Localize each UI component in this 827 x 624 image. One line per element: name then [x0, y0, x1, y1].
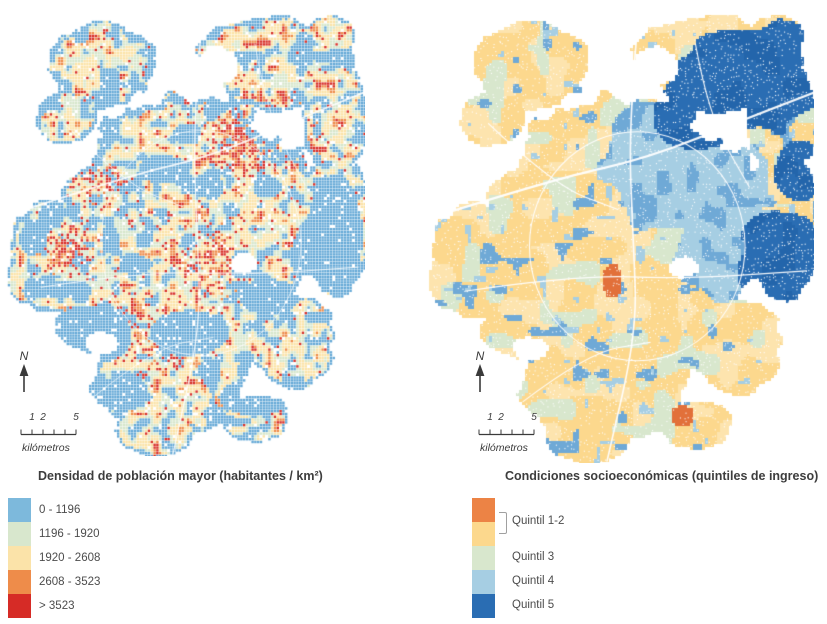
north-arrow-right: N — [469, 350, 491, 398]
north-label: N — [19, 349, 29, 363]
scale-bar-icon — [478, 429, 535, 436]
legend-swatch — [8, 522, 31, 546]
legend-row: 1196 - 1920 — [8, 522, 100, 546]
legend-label: 2608 - 3523 — [39, 576, 101, 588]
quintile-color-strip — [472, 498, 495, 618]
legend-swatch — [472, 570, 495, 594]
legend-row: > 3523 — [8, 594, 100, 618]
scale-bar-right: 1 2 5 kilómetros — [478, 412, 540, 454]
scale-tick-label: 5 — [531, 412, 537, 423]
socioeconomic-legend-title: Condiciones socioeconómicas (quintiles d… — [505, 469, 819, 483]
legend-label: 1196 - 1920 — [39, 528, 100, 540]
legend-row: 0 - 1196 — [8, 498, 100, 522]
legend-label: 1920 - 2608 — [39, 552, 101, 564]
north-arrow-icon — [475, 364, 485, 392]
scale-unit-label: kilómetros — [480, 442, 528, 454]
scale-tick-label: 2 — [498, 412, 504, 423]
density-legend: Densidad de población mayor (habitantes … — [8, 465, 398, 623]
legend-row: 1920 - 2608 — [8, 546, 100, 570]
quintile-1-2-bracket-icon — [499, 512, 507, 534]
density-legend-rows: 0 - 1196 1196 - 1920 1920 - 2608 2608 - … — [8, 498, 100, 618]
scale-unit-label: kilómetros — [22, 442, 70, 454]
scale-bar-icon — [20, 429, 77, 436]
socioeconomic-legend: Condiciones socioeconómicas (quintiles d… — [472, 465, 826, 623]
legend-label: 0 - 1196 — [39, 504, 81, 516]
density-map-canvas — [5, 4, 365, 456]
legend-swatch — [472, 594, 495, 618]
scale-tick-label: 5 — [73, 412, 79, 423]
density-legend-title: Densidad de población mayor (habitantes … — [38, 469, 323, 483]
legend-label: Quintil 4 — [512, 575, 555, 587]
north-label: N — [475, 349, 485, 363]
legend-label: > 3523 — [39, 600, 75, 612]
scale-tick-label: 1 — [487, 412, 493, 423]
scale-bar-left: 1 2 5 kilómetros — [20, 412, 82, 454]
legend-label: Quintil 1-2 — [512, 515, 565, 527]
scale-tick-label: 1 — [29, 412, 35, 423]
socioeconomic-map-canvas — [426, 3, 814, 463]
legend-swatch — [8, 570, 31, 594]
legend-swatch — [472, 546, 495, 570]
legend-label: Quintil 5 — [512, 599, 555, 611]
legend-label: Quintil 3 — [512, 551, 555, 563]
legend-swatch — [8, 546, 31, 570]
north-arrow-left: N — [13, 350, 35, 398]
legend-swatch — [472, 522, 495, 546]
north-arrow-icon — [19, 364, 29, 392]
scale-numbers: 1 2 5 — [478, 412, 540, 423]
legend-swatch — [8, 594, 31, 618]
scale-numbers: 1 2 5 — [20, 412, 82, 423]
scale-tick-label: 2 — [40, 412, 46, 423]
legend-row: 2608 - 3523 — [8, 570, 100, 594]
legend-swatch — [472, 498, 495, 522]
legend-swatch — [8, 498, 31, 522]
